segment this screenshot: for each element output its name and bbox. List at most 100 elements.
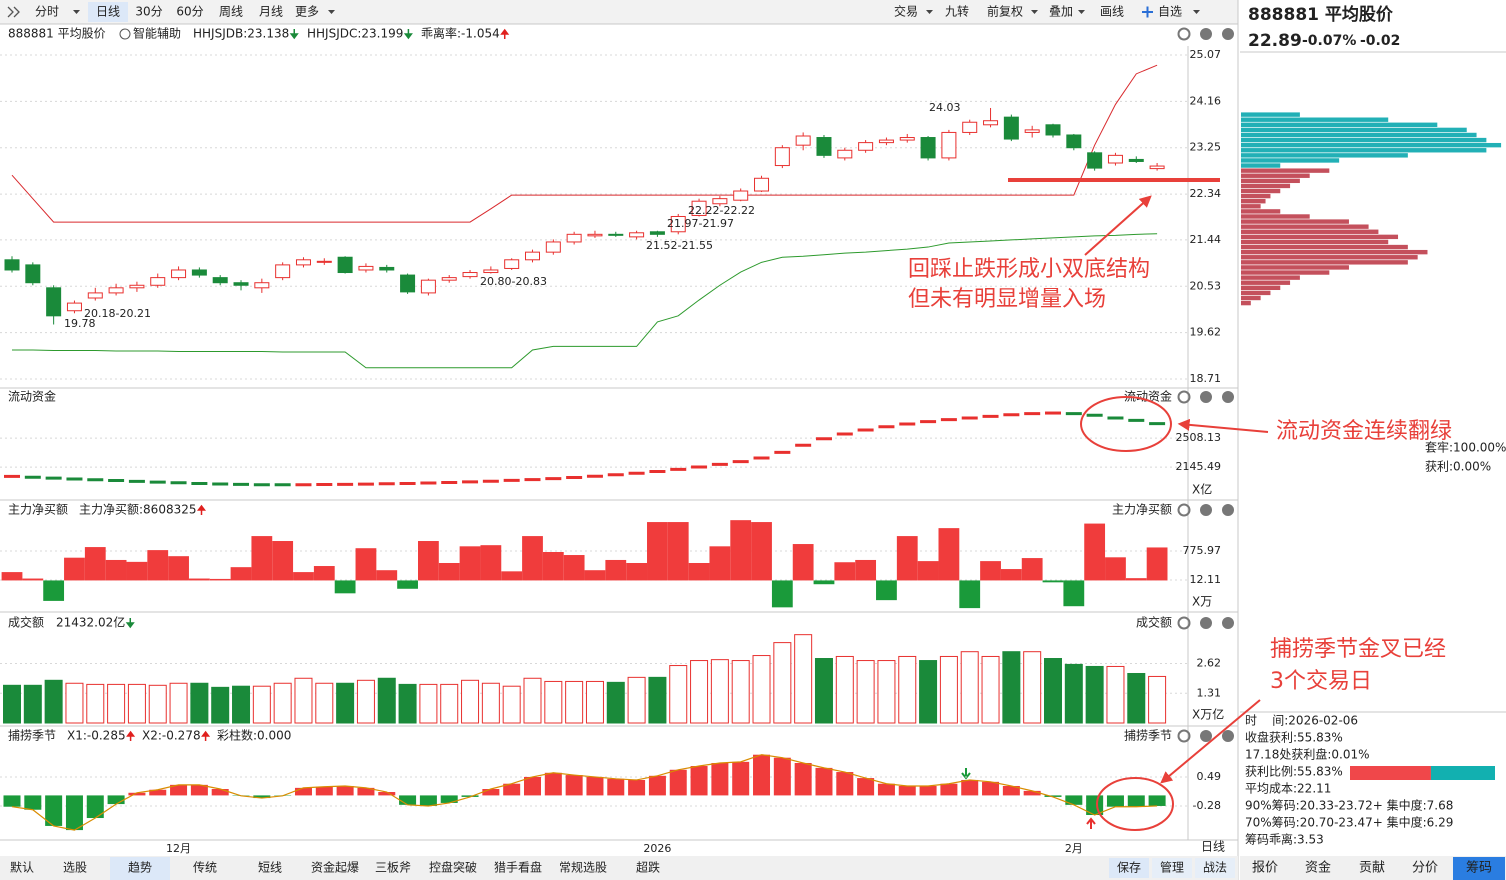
- candle-body: [379, 266, 395, 271]
- panel-title-right: 捕捞季节: [1124, 728, 1172, 743]
- volume-bar: [710, 659, 729, 724]
- bar: [209, 578, 231, 581]
- bar: [1146, 547, 1168, 581]
- toolbar-tool[interactable]: 叠加: [1049, 5, 1073, 19]
- y-tick-label: 20.53: [1190, 279, 1222, 292]
- toolbar-tab[interactable]: 更多: [295, 5, 319, 19]
- callout-text: 流动资金连续翻绿: [1276, 419, 1452, 444]
- bar: [876, 580, 897, 601]
- volume-bar: [65, 682, 84, 724]
- price-annotation: 19.78: [64, 317, 96, 330]
- bottom-tab[interactable]: 选股: [63, 861, 87, 875]
- bar: [730, 520, 752, 581]
- toolbar-tool[interactable]: 九转: [945, 4, 969, 19]
- bottom-tab[interactable]: 三板斧: [375, 861, 411, 875]
- panel-icon: [1200, 504, 1212, 516]
- callout-circle: [1080, 396, 1172, 452]
- chip-bar: [1241, 199, 1266, 204]
- bar: [293, 572, 314, 581]
- chip-bar: [1241, 178, 1300, 184]
- volume-bar: [356, 679, 375, 724]
- candle-body: [941, 131, 957, 159]
- expand-icon[interactable]: [7, 6, 20, 18]
- lower-band: [12, 233, 1158, 369]
- side-tab[interactable]: 贡献: [1359, 861, 1385, 876]
- chip-bar: [1241, 158, 1340, 163]
- toolbar-tab[interactable]: 月线: [259, 5, 283, 19]
- toolbar-tab[interactable]: 30分: [135, 5, 162, 19]
- y-tick-label: 23.25: [1190, 141, 1222, 154]
- info-line: 90%筹码:20.33-23.72+ 集中度:7.68: [1245, 798, 1453, 813]
- volume-bar: [232, 685, 251, 724]
- toolbar-tab[interactable]: 周线: [219, 5, 243, 19]
- bar: [982, 781, 1000, 796]
- bottom-tab[interactable]: 资金起爆: [311, 860, 359, 875]
- bottom-tab[interactable]: 传统: [193, 860, 217, 875]
- bar: [690, 766, 708, 796]
- bar: [1000, 569, 1022, 581]
- bar: [315, 786, 333, 796]
- volume-bar: [190, 682, 209, 724]
- side-tab[interactable]: 分价: [1412, 861, 1438, 876]
- side-change: -0.02: [1360, 33, 1400, 49]
- bottom-tab[interactable]: 超跌: [636, 860, 660, 875]
- bar: [709, 546, 731, 581]
- volume-bar: [814, 658, 833, 724]
- toolbar-tab[interactable]: 日线: [96, 5, 120, 19]
- candle-body: [754, 177, 770, 192]
- volume-bar: [315, 682, 334, 724]
- panel-icon: [1177, 27, 1191, 41]
- side-change-pct: -0.07%: [1302, 33, 1356, 49]
- bar: [711, 762, 729, 796]
- bar: [503, 783, 521, 796]
- bottom-tab[interactable]: 控盘突破: [429, 860, 477, 875]
- y-tick-label: 24.16: [1190, 94, 1222, 107]
- bottom-action[interactable]: 保存: [1117, 861, 1141, 875]
- legend-item: X1:-0.285: [67, 729, 126, 743]
- y-tick-label: 22.34: [1190, 187, 1222, 200]
- bottom-tab[interactable]: 猎手看盘: [494, 860, 542, 875]
- bar: [3, 795, 21, 807]
- candle-body: [191, 269, 207, 276]
- bar: [898, 785, 916, 796]
- bottom-tab-active-bg: [110, 857, 170, 880]
- volume-bar: [960, 651, 979, 724]
- toolbar-tool[interactable]: 前复权: [987, 4, 1023, 19]
- bar: [565, 775, 583, 796]
- volume-bar: [1023, 651, 1042, 724]
- panel-title-right: 流动资金: [1124, 389, 1172, 404]
- callout-text: 但未有明显增量入场: [908, 287, 1106, 312]
- volume-bar: [669, 665, 688, 724]
- candle-body: [483, 269, 499, 274]
- chip-bar: [1241, 112, 1300, 117]
- bar: [397, 580, 418, 589]
- volume-bar: [481, 682, 500, 724]
- volume-bar: [794, 634, 813, 724]
- side-tab[interactable]: 报价: [1252, 861, 1278, 876]
- bottom-tab[interactable]: 默认: [10, 860, 34, 875]
- bottom-action[interactable]: 管理: [1160, 860, 1184, 875]
- bottom-tab[interactable]: 常规选股: [559, 860, 607, 875]
- chip-bar: [1241, 249, 1428, 255]
- bottom-tab[interactable]: 趋势: [128, 861, 152, 875]
- candle-body: [1087, 152, 1103, 169]
- chip-bar: [1241, 153, 1408, 158]
- panel-icon: [1200, 391, 1212, 403]
- bottom-action[interactable]: 战法: [1203, 861, 1227, 875]
- chip-bar: [1241, 290, 1271, 296]
- bar: [43, 580, 65, 601]
- toolbar-tab[interactable]: 60分: [176, 5, 203, 19]
- toolbar-tool[interactable]: 自选: [1158, 5, 1182, 19]
- candle-body: [691, 200, 707, 216]
- bar: [1127, 795, 1145, 807]
- toolbar-tool[interactable]: 交易: [894, 4, 918, 19]
- side-tab[interactable]: 资金: [1305, 860, 1331, 876]
- toolbar-tab[interactable]: 分时: [35, 5, 59, 19]
- bottom-tab[interactable]: 短线: [258, 861, 282, 875]
- side-tab[interactable]: 筹码: [1466, 860, 1492, 876]
- panel-title: 主力净买额: [8, 503, 68, 517]
- toolbar-tool[interactable]: 画线: [1100, 5, 1124, 19]
- candle-body: [712, 198, 728, 205]
- unit-label: X亿: [1192, 482, 1212, 497]
